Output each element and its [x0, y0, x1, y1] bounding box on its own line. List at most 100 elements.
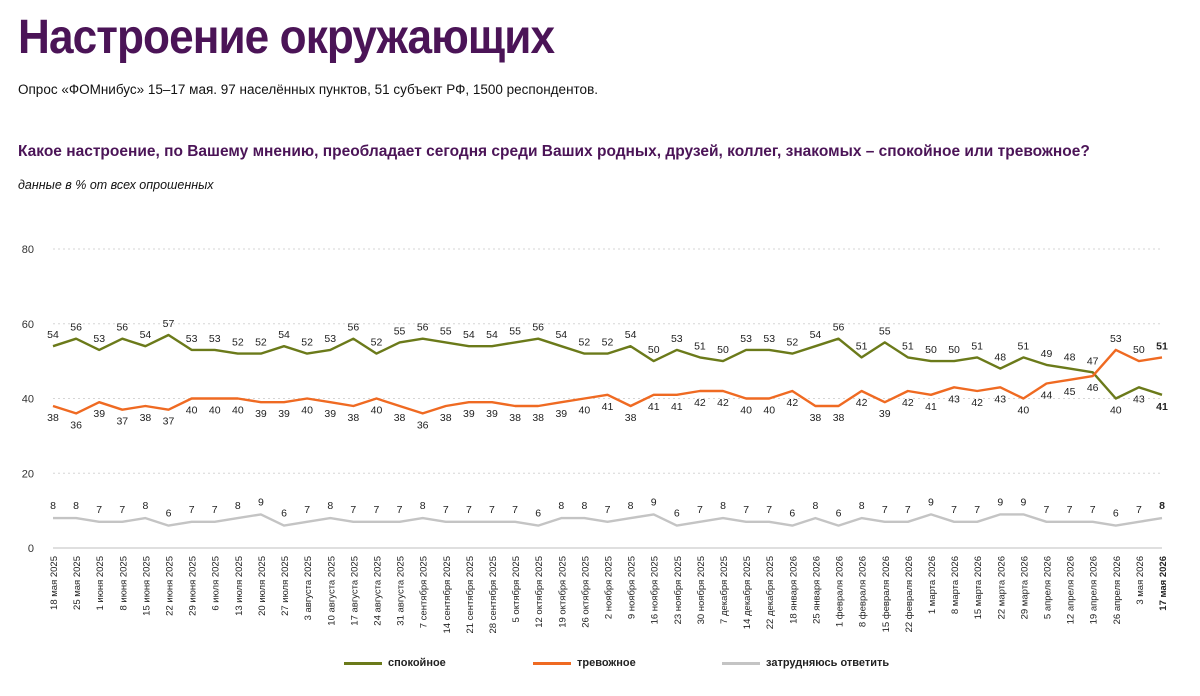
data-label-0: 43: [1133, 393, 1145, 405]
data-label-2: 7: [1067, 504, 1073, 516]
x-tick-label: 28 сентября 2025: [488, 556, 499, 634]
data-label-0: 54: [140, 329, 152, 341]
data-label-0: 53: [209, 333, 221, 345]
data-label-2: 7: [1090, 504, 1096, 516]
data-label-1: 39: [463, 408, 475, 420]
survey-subtitle: Опрос «ФОМнибус» 15–17 мая. 97 населённы…: [18, 82, 598, 97]
x-tick-label: 9 ноября 2025: [627, 556, 638, 619]
x-tick-label: 25 января 2026: [811, 556, 822, 624]
y-tick-label: 60: [22, 319, 34, 331]
data-label-2: 7: [1044, 504, 1050, 516]
data-label-0: 49: [1041, 348, 1053, 360]
data-label-0: 54: [47, 329, 59, 341]
data-label-2: 7: [605, 504, 611, 516]
data-label-0: 56: [70, 322, 82, 334]
data-label-1: 38: [509, 412, 521, 424]
data-label-1: 40: [1018, 405, 1030, 417]
data-label-1: 41: [602, 401, 614, 413]
data-label-0: 52: [602, 337, 614, 349]
x-tick-label: 12 октября 2025: [534, 556, 545, 628]
data-label-0: 48: [994, 352, 1006, 364]
legend-label-hard: затрудняюсь ответить: [766, 657, 890, 669]
data-label-2: 8: [581, 500, 587, 512]
legend-item-hard: затрудняюсь ответить: [722, 657, 889, 669]
data-label-2: 7: [766, 504, 772, 516]
x-tick-label: 3 мая 2026: [1135, 556, 1146, 605]
data-label-0: 50: [717, 344, 729, 356]
data-label-1: 38: [532, 412, 544, 424]
data-label-0: 40: [1110, 405, 1122, 417]
data-label-2: 8: [50, 500, 56, 512]
data-label-0: 52: [371, 337, 383, 349]
data-label-1: 38: [348, 412, 360, 424]
line-chart: 0 20 40 60 80 18 мая 2025 25 мая 2025 1 июня 20…: [22, 244, 1169, 634]
data-label-2: 8: [327, 500, 333, 512]
series-line-1: [52, 348, 1163, 415]
data-label-2: 8: [859, 500, 865, 512]
x-tick-label: 14 декабря 2025: [742, 556, 753, 629]
data-label-2: 7: [512, 504, 518, 516]
data-label-1: 40: [371, 405, 383, 417]
data-label-0: 53: [763, 333, 775, 345]
data-label-0: 54: [555, 329, 567, 341]
data-label-0: 53: [93, 333, 105, 345]
data-label-2: 7: [489, 504, 495, 516]
data-label-1: 40: [209, 405, 221, 417]
data-label-2: 6: [281, 508, 287, 520]
data-label-0: 53: [671, 333, 683, 345]
data-label-2: 7: [212, 504, 218, 516]
x-tick-label: 6 июля 2025: [211, 556, 222, 611]
x-tick-label: 1 марта 2026: [927, 556, 938, 614]
x-tick-label: 5 апреля 2026: [1042, 556, 1053, 619]
data-label-1: 40: [186, 405, 198, 417]
data-label-0: 55: [509, 325, 521, 337]
data-label-0: 52: [232, 337, 244, 349]
data-label-0: 54: [278, 329, 290, 341]
y-tick-label: 40: [22, 394, 34, 406]
x-tick-label: 27 июля 2025: [280, 556, 291, 616]
x-tick-label: 7 сентября 2025: [419, 556, 430, 628]
data-label-1: 38: [810, 412, 822, 424]
data-label-1: 42: [717, 397, 729, 409]
data-label-0: 56: [116, 322, 128, 334]
x-tick-label: 1 февраля 2026: [835, 556, 846, 627]
data-label-0: 53: [740, 333, 752, 345]
x-tick-label: 17 мая 2026: [1158, 556, 1169, 611]
x-tick-label: 10 августа 2025: [326, 556, 337, 626]
x-tick-label: 22 июня 2025: [165, 556, 176, 616]
x-tick-label: 14 сентября 2025: [442, 556, 453, 634]
data-label-1: 39: [555, 408, 567, 420]
data-label-1: 42: [786, 397, 798, 409]
data-label-2: 6: [789, 508, 795, 520]
y-tick-label: 20: [22, 468, 34, 480]
data-label-2: 8: [813, 500, 819, 512]
data-label-2: 7: [905, 504, 911, 516]
data-label-2: 7: [443, 504, 449, 516]
data-label-2: 7: [350, 504, 356, 516]
data-label-0: 51: [971, 340, 983, 352]
data-label-1: 40: [763, 405, 775, 417]
data-label-1: 37: [116, 416, 128, 428]
data-label-2: 8: [420, 500, 426, 512]
y-tick-label: 0: [28, 543, 34, 555]
data-label-1: 43: [994, 393, 1006, 405]
x-tick-label: 29 июня 2025: [188, 556, 199, 616]
data-label-2: 9: [928, 496, 934, 508]
data-label-0: 53: [186, 333, 198, 345]
data-label-2: 7: [697, 504, 703, 516]
data-label-2: 8: [558, 500, 564, 512]
x-tick-label: 22 марта 2026: [996, 556, 1007, 619]
x-tick-label: 7 декабря 2025: [719, 556, 730, 624]
data-label-2: 7: [974, 504, 980, 516]
data-label-0: 51: [1018, 340, 1030, 352]
data-label-0: 56: [532, 322, 544, 334]
x-tick-label: 8 февраля 2026: [858, 556, 869, 627]
data-label-2: 9: [651, 496, 657, 508]
data-label-1: 42: [971, 397, 983, 409]
data-label-0: 52: [301, 337, 313, 349]
data-label-0: 51: [902, 340, 914, 352]
data-label-2: 6: [836, 508, 842, 520]
data-label-1: 40: [579, 405, 591, 417]
data-label-2: 7: [882, 504, 888, 516]
data-label-2: 8: [73, 500, 79, 512]
